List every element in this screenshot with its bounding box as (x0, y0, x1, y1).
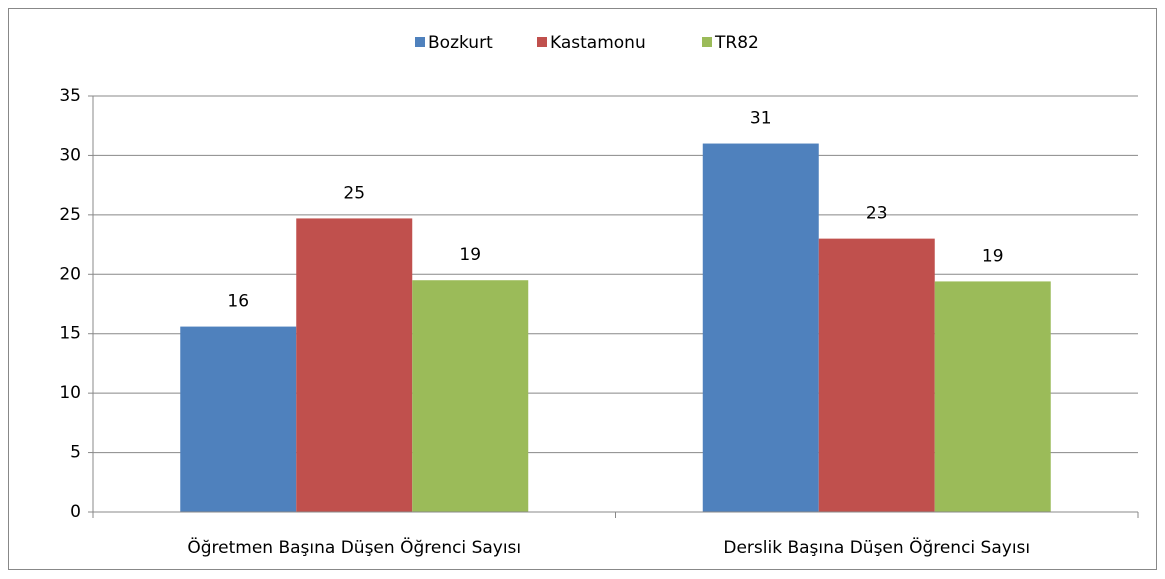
y-tick-label: 5 (70, 443, 81, 463)
legend-label: TR82 (714, 33, 759, 53)
legend-label: Bozkurt (428, 33, 493, 53)
y-tick-label: 20 (59, 264, 81, 284)
legend-swatch (415, 37, 425, 47)
legend-swatch (702, 37, 712, 47)
bar (818, 238, 935, 512)
value-label: 31 (750, 109, 772, 129)
x-tick-label: Derslik Başına Düşen Öğrenci Sayısı (723, 536, 1030, 558)
y-tick-label: 15 (59, 324, 81, 344)
bar (702, 143, 819, 513)
legend-swatch (537, 37, 547, 47)
y-tick-label: 35 (59, 86, 81, 106)
y-tick-label: 25 (59, 205, 81, 225)
bar (180, 326, 297, 512)
value-label: 25 (343, 183, 365, 203)
value-label: 23 (866, 204, 888, 224)
bar (296, 218, 413, 512)
y-tick-label: 0 (70, 502, 81, 522)
y-tick-label: 10 (59, 383, 81, 403)
x-tick-label: Öğretmen Başına Düşen Öğrenci Sayısı (187, 536, 521, 558)
value-label: 19 (459, 245, 481, 265)
y-tick-label: 30 (59, 145, 81, 165)
bar (412, 280, 529, 512)
value-label: 16 (227, 292, 249, 312)
bar (934, 281, 1051, 512)
legend-label: Kastamonu (550, 33, 646, 53)
value-label: 19 (982, 246, 1004, 266)
